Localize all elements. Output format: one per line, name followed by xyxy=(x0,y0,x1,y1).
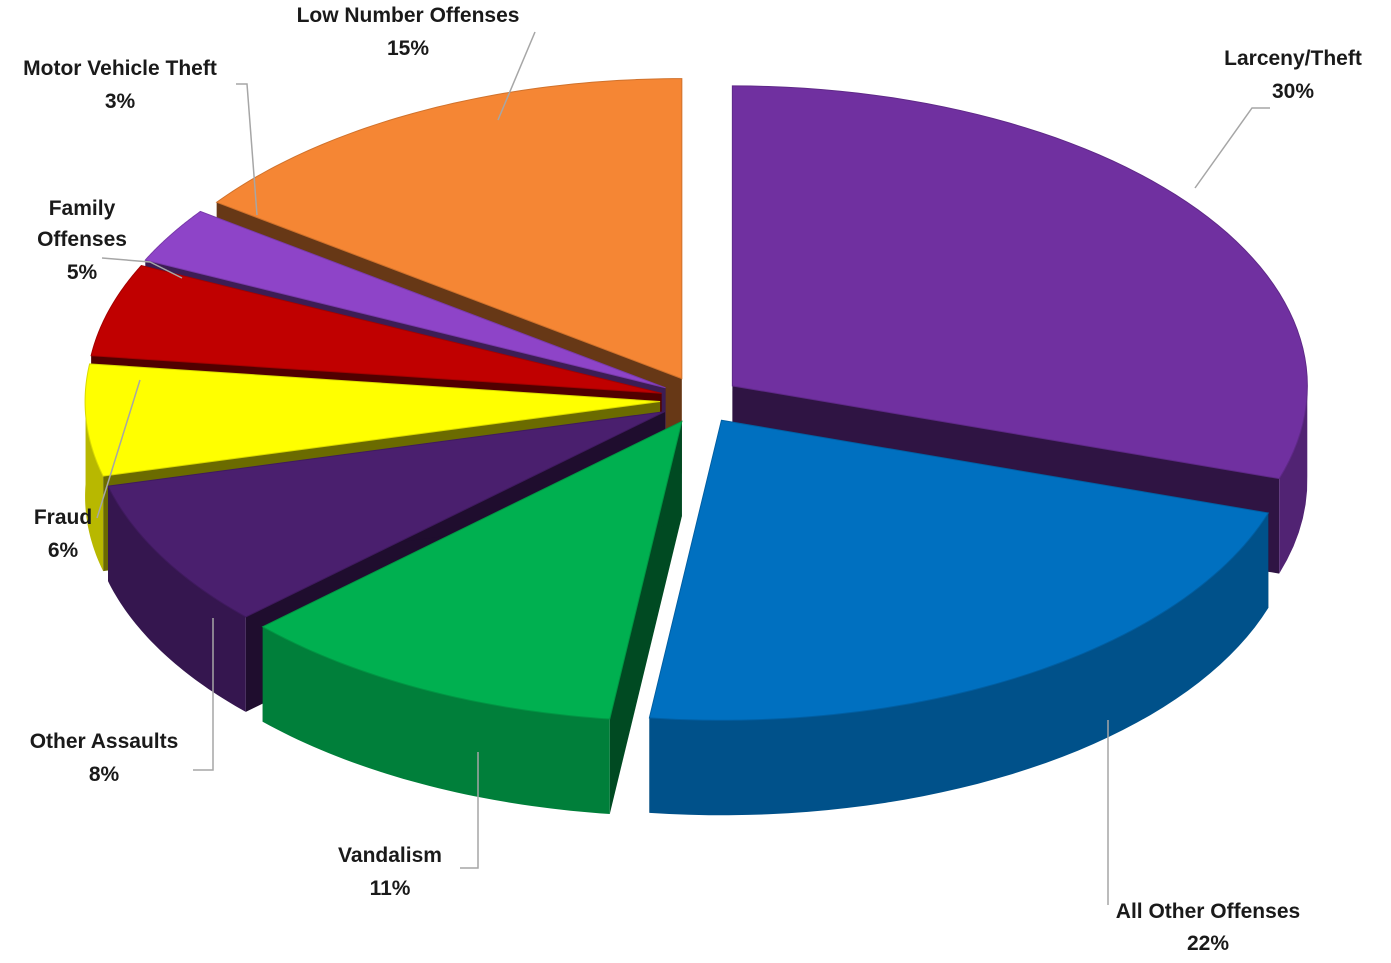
leader-line-low-number-offenses xyxy=(497,31,536,121)
value-label-low-number-offenses: 15% xyxy=(387,37,429,60)
slice-fraud xyxy=(84,363,661,477)
slice-tops xyxy=(84,78,1308,721)
value-label-family-offenses: 5% xyxy=(67,261,98,284)
slice-vandalism xyxy=(261,420,683,720)
slice-label-family-offenses: Family xyxy=(49,197,116,220)
leader-line-fraud xyxy=(96,379,141,519)
slice-rim-all-other-offenses xyxy=(649,512,1269,816)
leader-line-vandalism xyxy=(460,752,479,869)
value-label-larceny-theft: 30% xyxy=(1272,80,1314,103)
leader-lines xyxy=(96,31,1270,905)
slice-rim-other-assaults xyxy=(108,486,246,712)
slice-motor-vehicle-theft xyxy=(144,210,666,389)
slice-label-vandalism: Vandalism xyxy=(338,844,442,867)
slice-rim-larceny-theft xyxy=(1279,381,1308,574)
slice-rim-vandalism xyxy=(262,626,610,815)
slice-label-low-number-offenses: Low Number Offenses xyxy=(297,4,520,27)
slice-larceny-theft xyxy=(731,85,1308,480)
leader-line-larceny-theft xyxy=(1194,107,1270,189)
slice-low-number-offenses xyxy=(215,78,683,380)
slice-family-offenses xyxy=(90,265,662,394)
slice-labels: Larceny/Theft 30% All Other Offenses 22% Van… xyxy=(23,4,1362,955)
slice-other-assaults xyxy=(107,411,666,618)
leader-line-other-assaults xyxy=(193,618,214,771)
value-label-motor-vehicle-theft: 3% xyxy=(105,90,136,113)
leader-line-motor-vehicle-theft xyxy=(236,83,258,216)
slice-label-other-assaults: Other Assaults xyxy=(30,730,179,753)
value-label-fraud: 6% xyxy=(48,539,79,562)
value-label-vandalism: 11% xyxy=(370,877,411,900)
slice-all-other-offenses xyxy=(648,419,1270,721)
value-label-other-assaults: 8% xyxy=(89,763,120,786)
slice-label-all-other-offenses: All Other Offenses xyxy=(1116,900,1300,923)
slice-label-fraud: Fraud xyxy=(34,506,92,529)
slice-label-motor-vehicle-theft: Motor Vehicle Theft xyxy=(23,57,217,80)
slice-label-family-offenses: Offenses xyxy=(37,228,127,251)
slice-label-larceny-theft: Larceny/Theft xyxy=(1224,47,1362,70)
value-label-all-other-offenses: 22% xyxy=(1187,932,1229,955)
leader-line-family-offenses xyxy=(101,257,183,279)
slice-rim-fraud xyxy=(85,389,104,572)
